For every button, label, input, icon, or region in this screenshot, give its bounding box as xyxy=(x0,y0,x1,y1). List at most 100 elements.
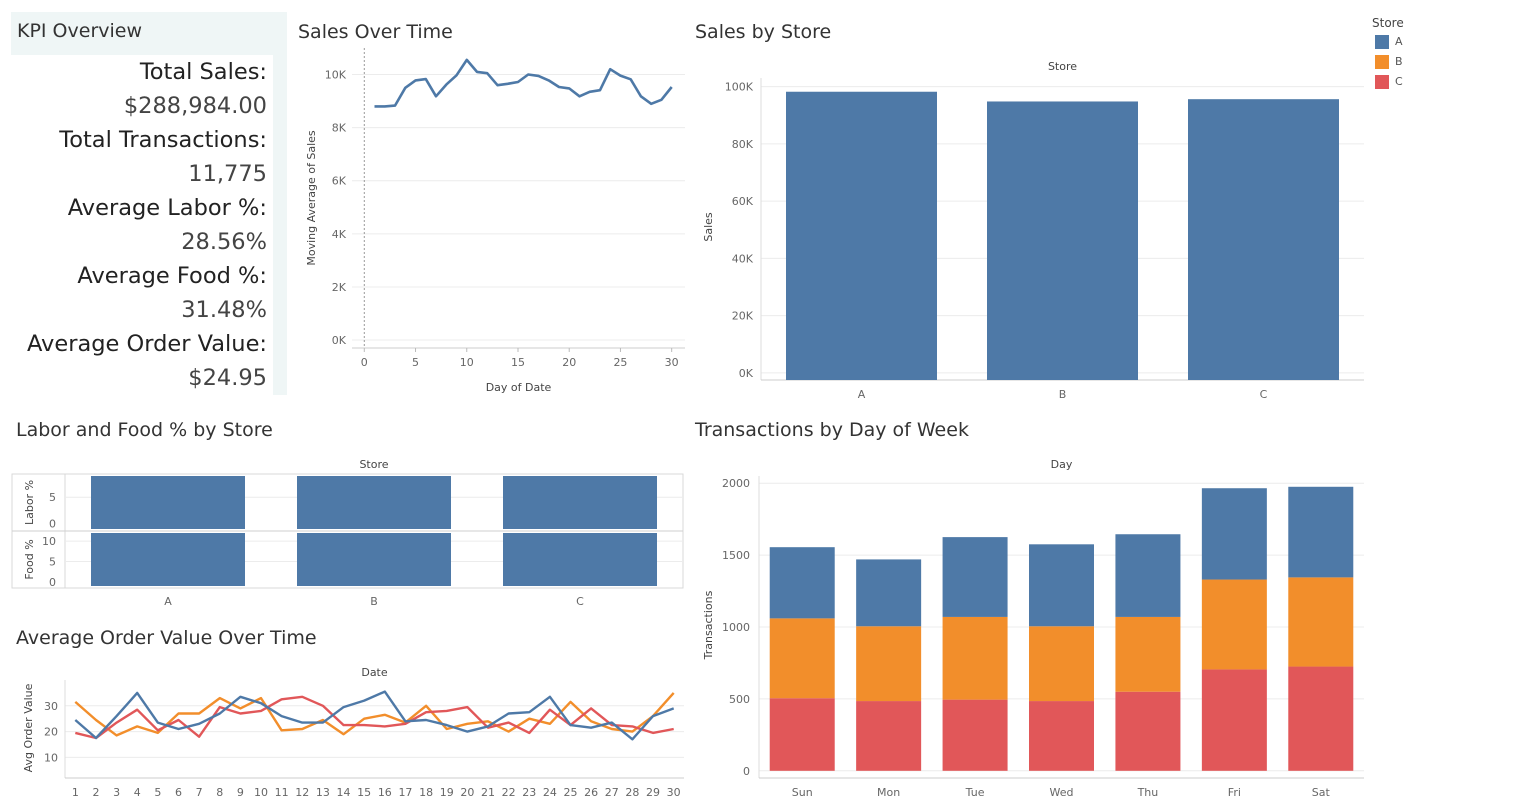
labor-bar-c xyxy=(503,476,657,529)
transactions-bar-sat-a xyxy=(1288,486,1354,578)
legend-label-b: B xyxy=(1395,55,1403,68)
kpi-title: KPI Overview xyxy=(17,20,143,42)
kpi-body: Total Sales: $288,984.00 Total Transacti… xyxy=(11,55,273,395)
transactions-y-label: Transactions xyxy=(702,590,715,660)
kpi-average-food-value: 31.48% xyxy=(181,297,267,323)
aov-x-tick: 4 xyxy=(134,786,141,799)
transactions-by-day-title: Transactions by Day of Week xyxy=(695,419,969,441)
kpi-header: KPI Overview xyxy=(11,12,287,54)
transactions-x-tick: Sat xyxy=(1312,786,1331,799)
labor-y-tick: 5 xyxy=(49,491,56,504)
kpi-total-transactions-label: Total Transactions: xyxy=(59,127,267,153)
kpi-total-sales-value: $288,984.00 xyxy=(123,93,267,119)
aov-x-tick: 1 xyxy=(72,786,79,799)
legend-swatch-c xyxy=(1375,75,1389,89)
aov-line-b xyxy=(74,692,675,737)
transactions-y-tick: 500 xyxy=(729,693,750,706)
labor-food-title: Labor and Food % by Store xyxy=(16,419,273,441)
labor-y-label: Labor % xyxy=(23,480,36,525)
sales-time-x-tick: 5 xyxy=(412,356,419,369)
kpi-average-order-value-label: Average Order Value: xyxy=(26,331,267,357)
sales-time-y-tick: 0K xyxy=(332,334,347,347)
food-bar-a xyxy=(91,533,245,586)
transactions-bar-wed-a xyxy=(1029,544,1094,627)
aov-x-tick: 5 xyxy=(154,786,161,799)
kpi-panel: KPI Overview Total Sales: $288,984.00 To… xyxy=(11,12,287,395)
aov-x-tick: 2 xyxy=(92,786,99,799)
legend-title: Store xyxy=(1372,16,1404,30)
aov-x-tick: 7 xyxy=(196,786,203,799)
aov-x-tick: 14 xyxy=(337,786,351,799)
sales-time-x-tick: 0 xyxy=(361,356,368,369)
labor-food-x-tick: C xyxy=(576,595,584,608)
sales-time-x-tick: 15 xyxy=(511,356,525,369)
sales-store-y-label: Sales xyxy=(702,212,715,242)
labor-food-x-tick: B xyxy=(370,595,378,608)
aov-line-a xyxy=(74,690,675,741)
transactions-bar-sun-c xyxy=(769,698,835,771)
transactions-bar-mon-a xyxy=(856,559,922,627)
legend-swatch-b xyxy=(1375,55,1389,69)
kpi-total-sales-label: Total Sales: xyxy=(139,59,267,85)
aov-x-tick: 11 xyxy=(275,786,289,799)
sales-time-y-tick: 6K xyxy=(332,175,347,188)
transactions-x-tick: Thu xyxy=(1137,786,1159,799)
legend-label-c: C xyxy=(1395,75,1403,88)
aov-header: Date xyxy=(361,666,388,679)
kpi-average-order-value-value: $24.95 xyxy=(188,365,267,391)
transactions-bar-sun-a xyxy=(769,547,835,619)
transactions-bar-fri-b xyxy=(1201,579,1267,670)
sales-time-x-tick: 10 xyxy=(460,356,474,369)
aov-x-tick: 6 xyxy=(175,786,182,799)
transactions-bar-wed-b xyxy=(1029,626,1094,702)
transactions-bar-sat-c xyxy=(1288,666,1354,771)
sales-time-y-label: Moving Average of Sales xyxy=(305,130,318,266)
sales-time-x-tick: 20 xyxy=(562,356,576,369)
transactions-x-tick: Sun xyxy=(792,786,813,799)
sales-store-header: Store xyxy=(1048,60,1077,73)
transactions-bar-thu-a xyxy=(1115,534,1181,617)
sales-time-x-tick: 30 xyxy=(665,356,679,369)
aov-title: Average Order Value Over Time xyxy=(16,627,317,649)
aov-x-tick: 24 xyxy=(543,786,557,799)
aov-x-tick: 28 xyxy=(625,786,639,799)
transactions-bar-sat-b xyxy=(1288,577,1354,667)
aov-x-tick: 22 xyxy=(502,786,516,799)
sales-time-y-tick: 2K xyxy=(332,281,347,294)
kpi-average-labor-label: Average Labor %: xyxy=(67,195,267,221)
aov-x-tick: 27 xyxy=(605,786,619,799)
food-bar-c xyxy=(503,533,657,586)
sales-store-y-tick: 40K xyxy=(732,252,754,265)
transactions-bar-mon-b xyxy=(856,626,922,702)
transactions-y-tick: 0 xyxy=(743,765,750,778)
aov-x-tick: 21 xyxy=(481,786,495,799)
sales-by-store-title: Sales by Store xyxy=(695,21,832,43)
sales-time-line xyxy=(374,58,673,108)
transactions-bar-sun-b xyxy=(769,618,835,699)
kpi-average-labor-value: 28.56% xyxy=(181,229,267,255)
transactions-x-tick: Tue xyxy=(965,786,985,799)
aov-x-tick: 25 xyxy=(564,786,578,799)
sales-store-x-tick: C xyxy=(1260,388,1268,401)
transactions-header: Day xyxy=(1051,458,1073,471)
transactions-y-tick: 2000 xyxy=(722,477,750,490)
labor-bar-b xyxy=(297,476,451,529)
sales-store-x-tick: B xyxy=(1059,388,1067,401)
kpi-average-food-label: Average Food %: xyxy=(77,263,267,289)
food-y-tick: 0 xyxy=(49,576,56,589)
aov-x-tick: 30 xyxy=(667,786,681,799)
aov-x-tick: 17 xyxy=(398,786,412,799)
food-bar-b xyxy=(297,533,451,586)
aov-x-tick: 8 xyxy=(216,786,223,799)
transactions-x-tick: Mon xyxy=(877,786,900,799)
aov-x-tick: 10 xyxy=(254,786,268,799)
transactions-bar-thu-c xyxy=(1115,691,1181,771)
aov-x-tick: 15 xyxy=(357,786,371,799)
aov-x-tick: 19 xyxy=(440,786,454,799)
labor-bar-a xyxy=(91,476,245,529)
transactions-y-tick: 1500 xyxy=(722,549,750,562)
sales-store-x-tick: A xyxy=(858,388,866,401)
transactions-bar-wed-c xyxy=(1029,701,1094,771)
food-y-tick: 5 xyxy=(49,556,56,569)
